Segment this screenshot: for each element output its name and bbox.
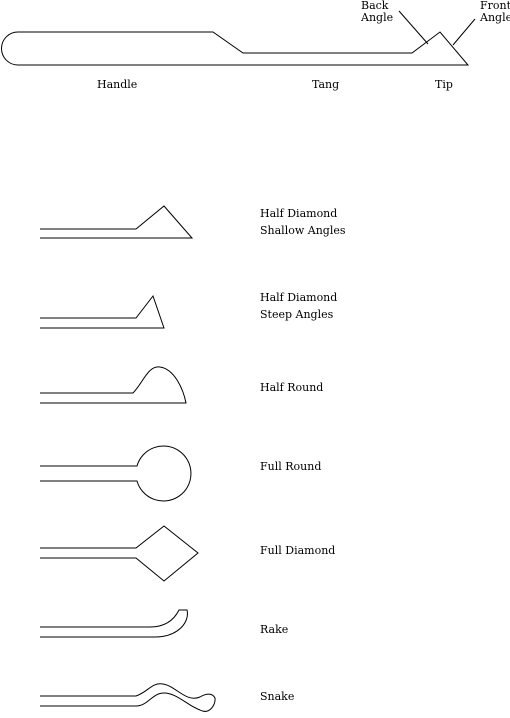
back-angle-label-line-1: Back [361, 0, 389, 12]
pick-half-round: Half Round [40, 366, 323, 404]
pick-full-diamond: Full Diamond [40, 525, 335, 582]
pick-full-round: Full Round [40, 445, 321, 502]
full-diamond-shape [40, 525, 199, 582]
tip-label: Tip [435, 78, 453, 91]
rake-label: Rake [260, 623, 288, 636]
full-round-shape [40, 445, 192, 502]
full-round-label: Full Round [260, 460, 321, 473]
half-diamond-shallow-shape [40, 205, 194, 239]
back-angle-leader-line [398, 10, 429, 45]
tang-label: Tang [312, 78, 339, 91]
pick-anatomy-diagram: Handle Tang Tip Back Angle Front Angle [1, 0, 510, 91]
pick-rake: Rake [40, 609, 288, 638]
front-angle-label-line-1: Front [480, 0, 510, 12]
back-angle-label-line-2: Angle [360, 11, 393, 24]
full-diamond-label: Full Diamond [260, 544, 335, 557]
half-diamond-steep-label-1: Half Diamond [260, 291, 337, 304]
half-diamond-steep-shape [40, 294, 165, 329]
pick-outline [1, 31, 470, 66]
pick-half-diamond-steep: Half Diamond Steep Angles [40, 291, 337, 329]
half-diamond-steep-label-2: Steep Angles [260, 308, 334, 321]
handle-label: Handle [97, 78, 137, 91]
half-round-label: Half Round [260, 381, 323, 394]
rake-shape [40, 609, 188, 638]
snake-shape [40, 683, 216, 712]
front-angle-label-line-2: Angle [479, 11, 510, 24]
pick-snake: Snake [40, 683, 294, 712]
half-diamond-shallow-label-2: Shallow Angles [260, 224, 346, 237]
front-angle-leader-line [452, 18, 476, 46]
half-round-shape [40, 366, 187, 404]
half-diamond-shallow-label-1: Half Diamond [260, 207, 337, 220]
snake-label: Snake [260, 690, 294, 703]
pick-half-diamond-shallow: Half Diamond Shallow Angles [40, 205, 346, 239]
